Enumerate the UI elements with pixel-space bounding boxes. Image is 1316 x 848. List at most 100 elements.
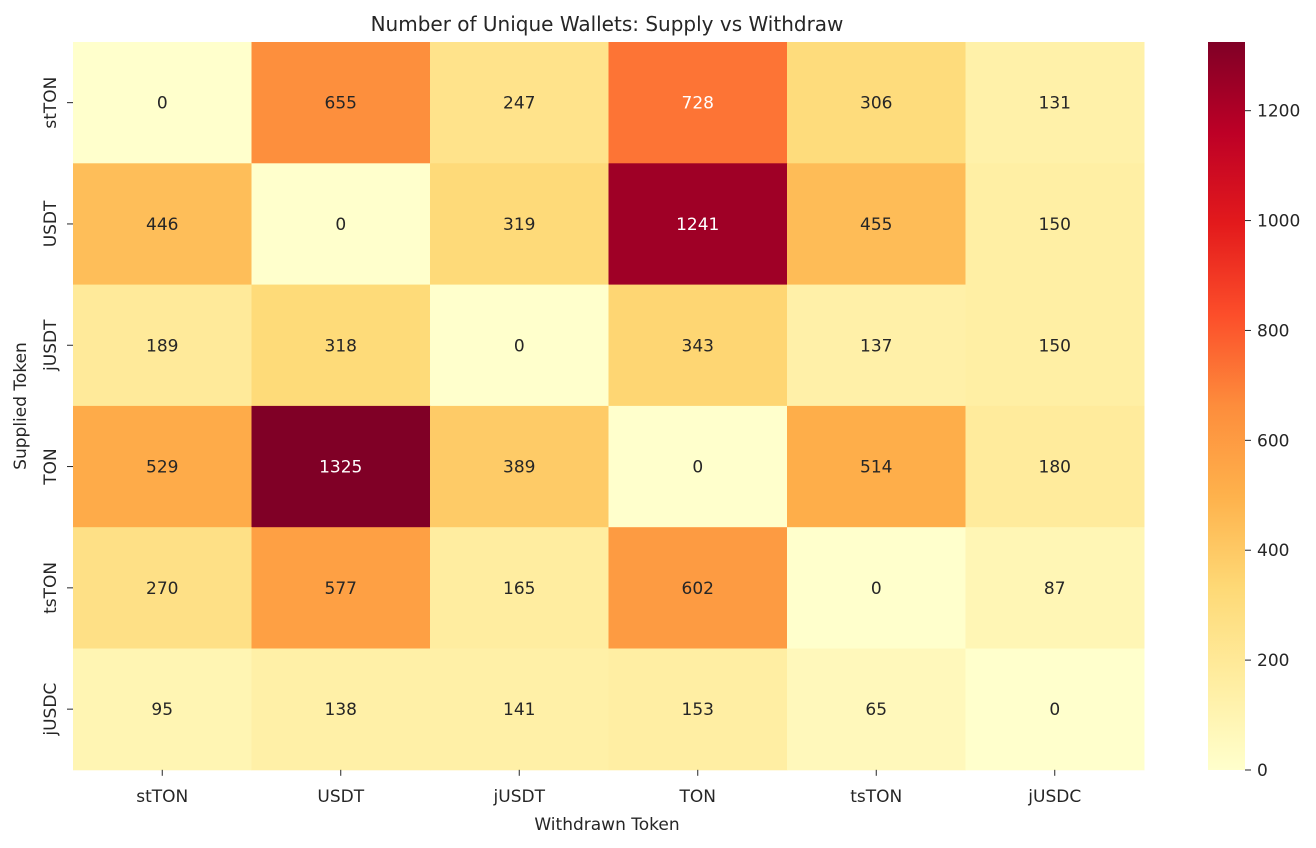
cell-value-label: 87 xyxy=(1044,579,1066,599)
heatmap-cell-USDT-jUSDT xyxy=(430,163,609,286)
x-tick-label: jUSDT xyxy=(493,787,546,807)
colorbar-tick-label: 1000 xyxy=(1257,212,1300,232)
heatmap-cells: 0 655 247 728 306 131 446 0 319 1241 455 150 189 318 0… xyxy=(73,42,1145,771)
y-tick-label: TON xyxy=(41,448,61,485)
heatmap-cell-USDT-USDT xyxy=(251,163,431,286)
cell-value-label: 0 xyxy=(692,458,703,478)
colorbar-tick-label: 600 xyxy=(1257,431,1289,451)
chart-title: Number of Unique Wallets: Supply vs With… xyxy=(371,12,844,36)
heatmap-cell-jUSDT-stTON xyxy=(73,284,252,407)
heatmap-cell-TON-jUSDT xyxy=(430,405,609,528)
heatmap-cell-tsTON-USDT xyxy=(251,527,431,649)
x-axis-ticks: stTON USDT jUSDT TON tsTON jUSDC xyxy=(136,769,1081,807)
heatmap-cell-stTON-tsTON xyxy=(787,42,966,164)
cell-value-label: 141 xyxy=(503,700,535,720)
y-tick-label: tsTON xyxy=(41,562,61,614)
cell-value-label: 446 xyxy=(146,215,178,235)
x-tick-label: jUSDC xyxy=(1027,787,1081,807)
x-axis-title: Withdrawn Token xyxy=(534,815,679,835)
colorbar: 0 200 400 600 800 1000 1200 xyxy=(1208,42,1300,781)
heatmap-cell-USDT-tsTON xyxy=(787,163,966,286)
colorbar-tick-label: 0 xyxy=(1257,761,1268,781)
heatmap-cell-stTON-TON xyxy=(608,42,788,164)
heatmap-cell-USDT-TON xyxy=(608,163,788,286)
heatmap-cell-stTON-USDT xyxy=(251,42,431,164)
cell-value-label: 0 xyxy=(1049,700,1060,720)
heatmap-cell-tsTON-stTON xyxy=(73,527,252,649)
y-axis-title: Supplied Token xyxy=(11,342,31,470)
cell-value-label: 0 xyxy=(335,215,346,235)
heatmap-cell-jUSDT-jUSDT xyxy=(430,284,609,407)
heatmap-cell-USDT-jUSDC xyxy=(965,163,1145,286)
y-axis-ticks: stTON USDT jUSDT TON tsTON jUSDC xyxy=(41,77,73,737)
cell-value-label: 137 xyxy=(860,336,892,356)
heatmap-cell-TON-TON xyxy=(608,405,788,528)
heatmap-cell-jUSDC-tsTON xyxy=(787,648,966,771)
heatmap-cell-TON-jUSDC xyxy=(965,405,1145,528)
heatmap-cell-jUSDT-USDT xyxy=(251,284,431,407)
heatmap-cell-jUSDT-tsTON xyxy=(787,284,966,407)
heatmap-cell-jUSDC-stTON xyxy=(73,648,252,771)
colorbar-tick-label: 200 xyxy=(1257,651,1289,671)
heatmap-cell-USDT-stTON xyxy=(73,163,252,286)
cell-value-label: 270 xyxy=(146,579,178,599)
x-tick-label: stTON xyxy=(136,787,188,807)
cell-value-label: 0 xyxy=(871,579,882,599)
y-tick-label: stTON xyxy=(41,77,61,129)
cell-value-label: 602 xyxy=(682,579,714,599)
colorbar-tick-label: 800 xyxy=(1257,321,1289,341)
heatmap-cell-tsTON-jUSDC xyxy=(965,527,1145,649)
heatmap-cell-jUSDC-jUSDT xyxy=(430,648,609,771)
colorbar-tick-label: 1200 xyxy=(1257,102,1300,122)
heatmap-cell-TON-stTON xyxy=(73,405,252,528)
cell-value-label: 655 xyxy=(325,94,357,114)
cell-value-label: 1241 xyxy=(676,215,719,235)
y-tick-label: jUSDT xyxy=(41,319,61,372)
heatmap-cell-stTON-jUSDC xyxy=(965,42,1145,164)
x-tick-label: TON xyxy=(679,787,716,807)
cell-value-label: 95 xyxy=(151,700,173,720)
cell-value-label: 138 xyxy=(325,700,357,720)
x-tick-label: tsTON xyxy=(850,787,902,807)
colorbar-tick-label: 400 xyxy=(1257,541,1289,561)
heatmap-cell-stTON-stTON xyxy=(73,42,252,164)
cell-value-label: 455 xyxy=(860,215,892,235)
cell-value-label: 150 xyxy=(1039,336,1071,356)
cell-value-label: 150 xyxy=(1039,215,1071,235)
cell-value-label: 189 xyxy=(146,336,178,356)
heatmap-cell-jUSDT-jUSDC xyxy=(965,284,1145,407)
heatmap-cell-jUSDC-jUSDC xyxy=(965,648,1145,771)
colorbar-gradient xyxy=(1208,42,1245,770)
cell-value-label: 247 xyxy=(503,94,535,114)
heatmap-cell-stTON-jUSDT xyxy=(430,42,609,164)
cell-value-label: 306 xyxy=(860,94,892,114)
heatmap-cell-TON-tsTON xyxy=(787,405,966,528)
colorbar-ticks: 0 200 400 600 800 1000 1200 xyxy=(1245,102,1300,781)
cell-value-label: 180 xyxy=(1039,458,1071,478)
cell-value-label: 514 xyxy=(860,458,892,478)
y-tick-label: jUSDC xyxy=(41,683,61,737)
x-tick-label: USDT xyxy=(317,787,364,807)
cell-value-label: 1325 xyxy=(319,458,362,478)
cell-value-label: 318 xyxy=(325,336,357,356)
cell-value-label: 343 xyxy=(682,336,714,356)
heatmap-cell-jUSDC-TON xyxy=(608,648,788,771)
heatmap-cell-tsTON-tsTON xyxy=(787,527,966,649)
heatmap-cell-jUSDT-TON xyxy=(608,284,788,407)
heatmap-cell-jUSDC-USDT xyxy=(251,648,431,771)
cell-value-label: 0 xyxy=(514,336,525,356)
cell-value-label: 153 xyxy=(682,700,714,720)
y-tick-label: USDT xyxy=(41,200,61,247)
cell-value-label: 529 xyxy=(146,458,178,478)
cell-value-label: 577 xyxy=(325,579,357,599)
cell-value-label: 165 xyxy=(503,579,535,599)
heatmap-cell-TON-USDT xyxy=(251,405,431,528)
cell-value-label: 389 xyxy=(503,458,535,478)
heatmap-cell-tsTON-jUSDT xyxy=(430,527,609,649)
cell-value-label: 319 xyxy=(503,215,535,235)
cell-value-label: 65 xyxy=(865,700,887,720)
heatmap-cell-tsTON-TON xyxy=(608,527,788,649)
cell-value-label: 131 xyxy=(1039,94,1071,114)
